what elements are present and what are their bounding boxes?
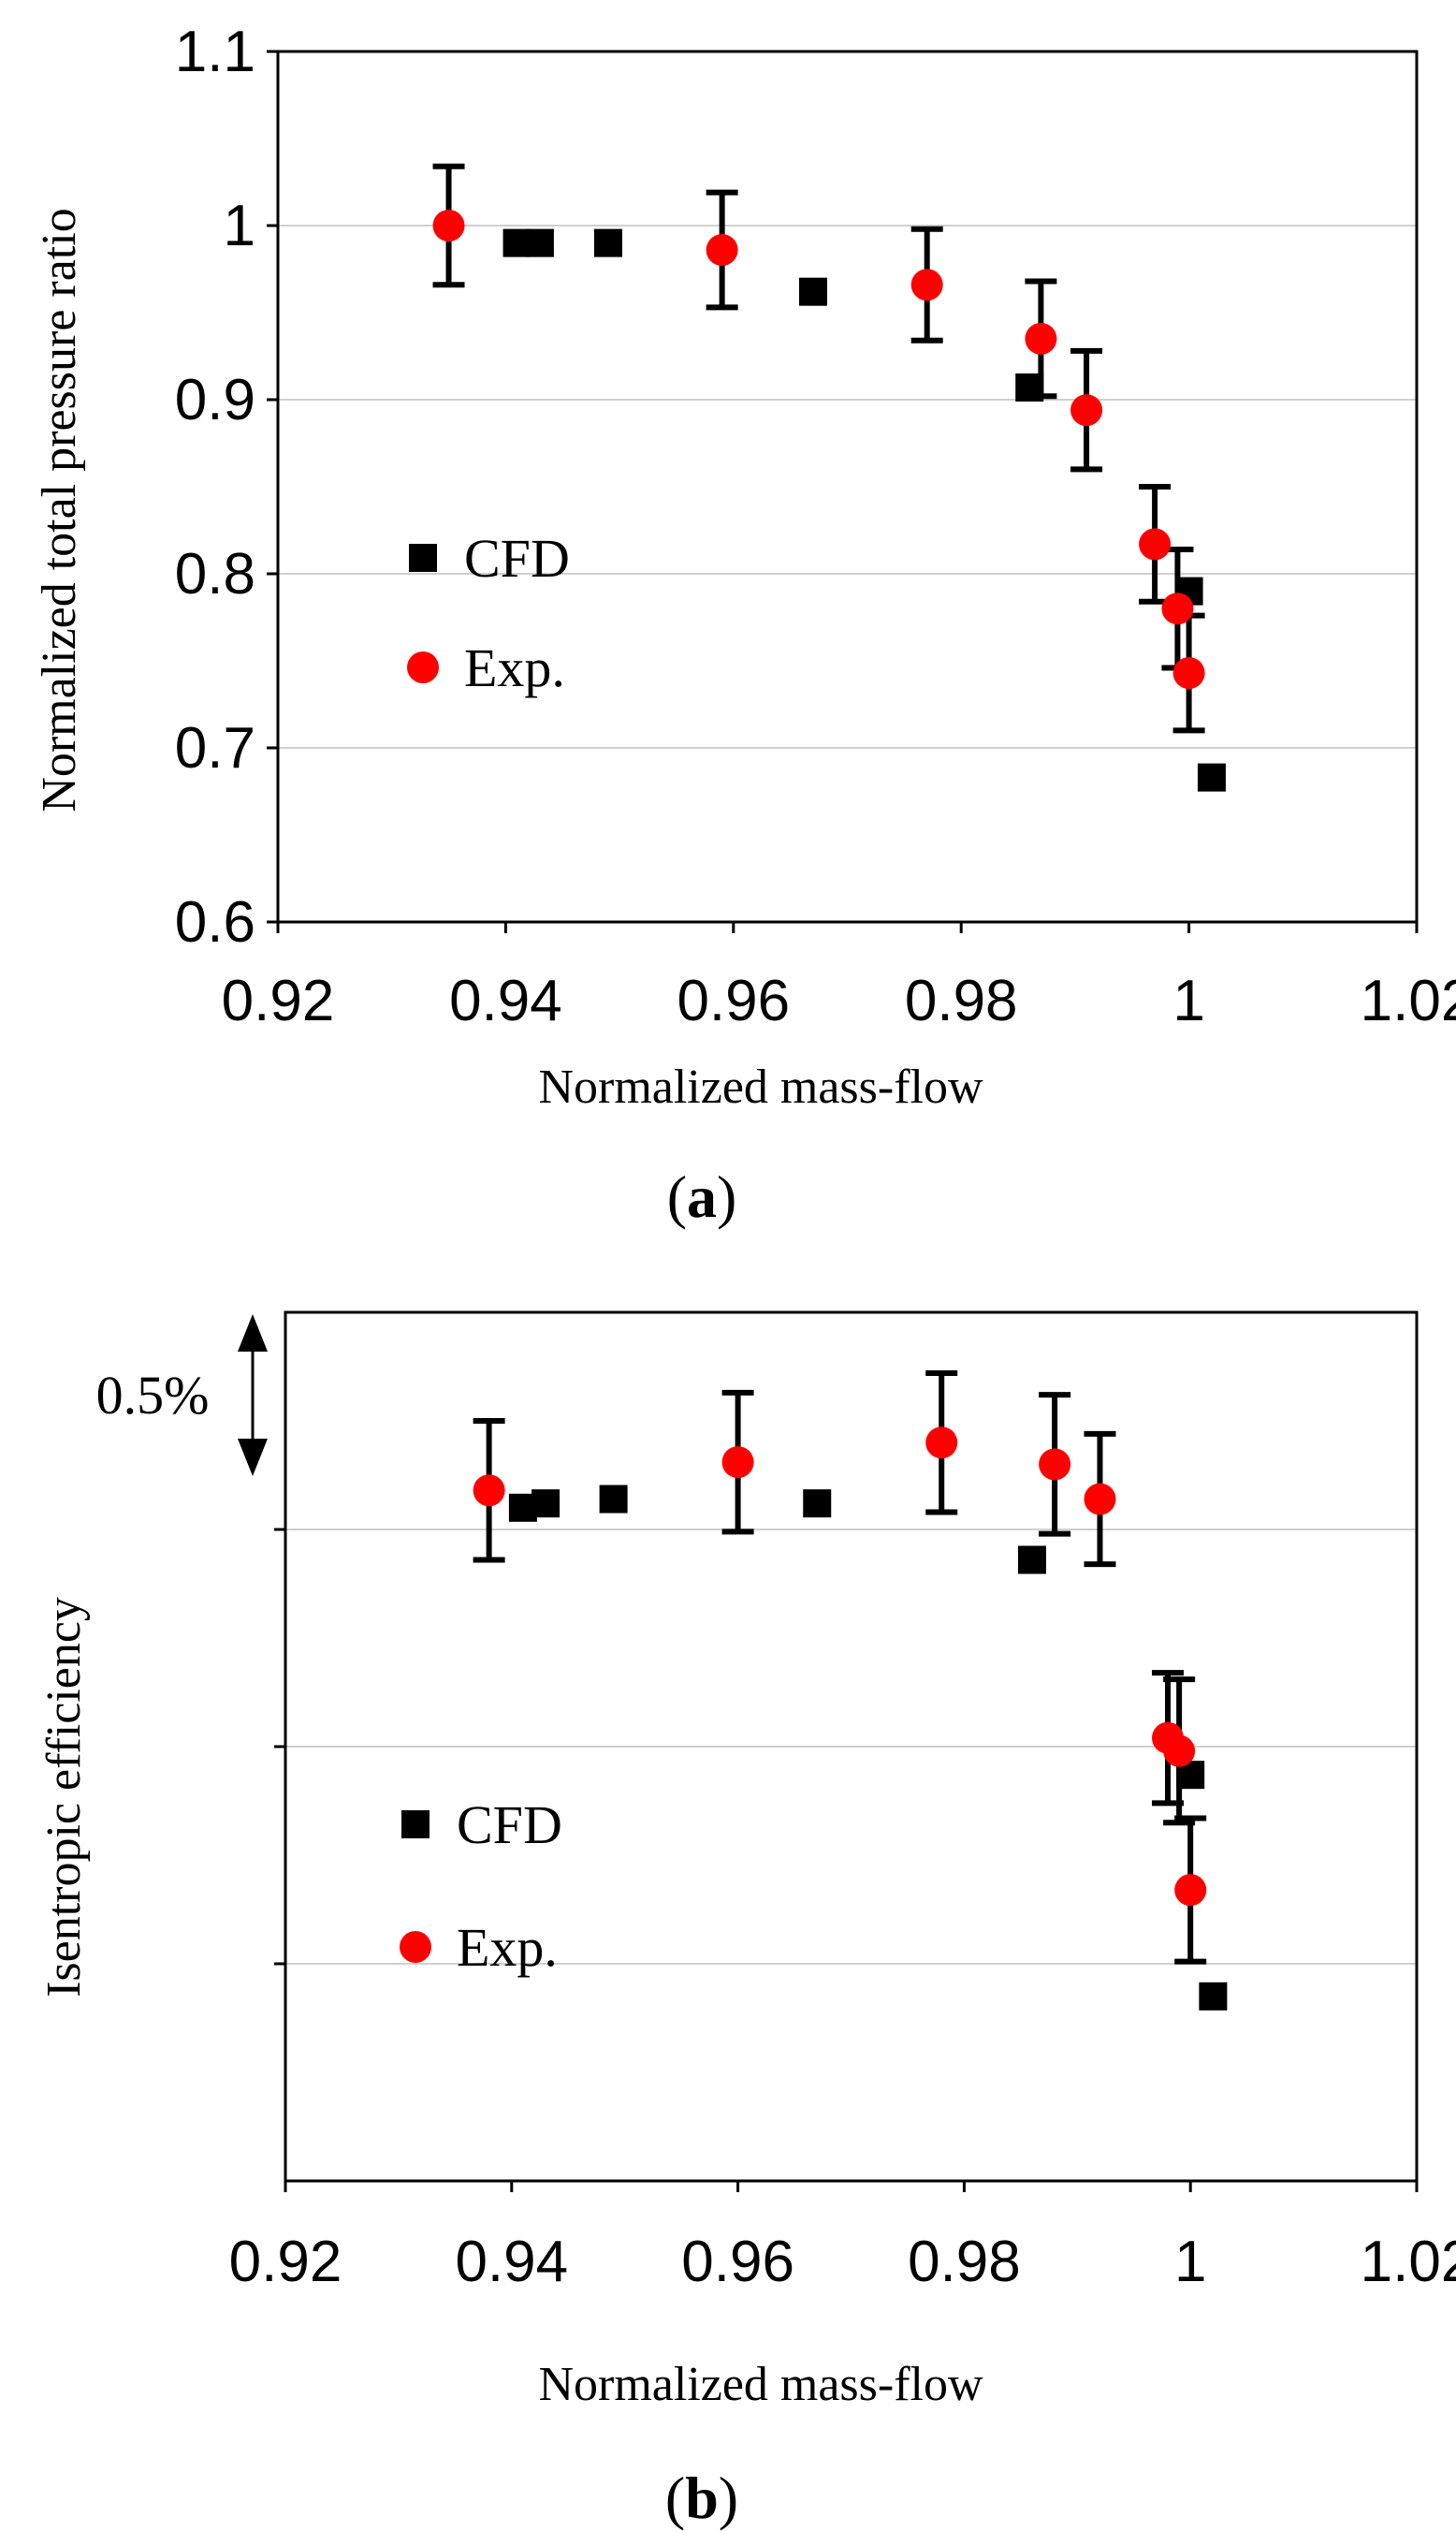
chart-a-ytick-label: 0.7 bbox=[175, 716, 255, 781]
chart-a-exp-point bbox=[910, 269, 943, 301]
chart-a-exp-point bbox=[432, 210, 465, 241]
chart-b-xlabel: Normalized mass-flow bbox=[538, 2358, 983, 2411]
chart-b-scale-arrow-down-icon bbox=[238, 1439, 268, 1476]
chart-a-exp-point bbox=[1172, 657, 1205, 690]
chart-a-plot-frame bbox=[276, 50, 1419, 924]
chart-panel-a: Normalized mass-flow Normalized total pr… bbox=[33, 20, 1456, 1230]
chart-b-cfd-point bbox=[1017, 1545, 1046, 1574]
chart-b-xtick-label: 0.96 bbox=[681, 2230, 794, 2294]
chart-b-legend-exp-label: Exp. bbox=[457, 1917, 558, 1978]
chart-a-xtick-label: 0.98 bbox=[905, 969, 1018, 1033]
chart-a-exp-point bbox=[1070, 394, 1103, 427]
chart-b-exp-point bbox=[1084, 1483, 1116, 1515]
chart-b-ylabel: Isentropic efficiency bbox=[37, 1597, 91, 1997]
chart-b-cfd-point bbox=[599, 1485, 628, 1514]
chart-a-exp-point bbox=[1139, 528, 1172, 561]
chart-b-legend-cfd-label: CFD bbox=[457, 1794, 562, 1855]
chart-a-xtick-label: 0.94 bbox=[449, 969, 562, 1033]
chart-a-exp-point bbox=[706, 234, 738, 267]
chart-b-exp-point bbox=[473, 1474, 505, 1507]
chart-a-xtick-label: 1.02 bbox=[1361, 969, 1456, 1033]
chart-a-exp-point bbox=[1161, 593, 1194, 625]
chart-b-cfd-point bbox=[531, 1489, 561, 1518]
chart-b-exp-point bbox=[1039, 1448, 1071, 1481]
chart-b-scale-label: 0.5% bbox=[96, 1365, 210, 1426]
chart-b-exp-point bbox=[925, 1426, 958, 1459]
chart-a-ytick-label: 1 bbox=[224, 194, 255, 258]
chart-b-cfd-point bbox=[803, 1489, 832, 1518]
chart-b-legend-exp-marker bbox=[400, 1931, 431, 1963]
chart-b-exp-point bbox=[721, 1446, 754, 1479]
chart-b-cfd-point bbox=[1199, 1982, 1228, 2011]
chart-b-caption: (b) bbox=[665, 2465, 738, 2531]
chart-b-scale-arrow-up-icon bbox=[238, 1314, 268, 1352]
chart-b-exp-point bbox=[1163, 1734, 1196, 1767]
chart-b-xtick-label: 1.02 bbox=[1361, 2230, 1456, 2294]
chart-b-xtick-label: 0.98 bbox=[908, 2230, 1021, 2294]
chart-a-cfd-point bbox=[798, 277, 827, 306]
chart-a-cfd-point bbox=[593, 228, 622, 257]
chart-a-legend-exp-label: Exp. bbox=[464, 637, 565, 698]
chart-a-exp-point bbox=[1025, 322, 1057, 355]
chart-b-xtick-label: 1 bbox=[1174, 2230, 1206, 2294]
chart-a-ytick-label: 0.6 bbox=[175, 890, 255, 955]
chart-a-xlabel: Normalized mass-flow bbox=[538, 1061, 983, 1114]
chart-a-cfd-point bbox=[525, 228, 554, 257]
chart-a-legend-exp-marker bbox=[407, 651, 439, 683]
chart-panel-b: Normalized mass-flow Isentropic efficien… bbox=[37, 1310, 1456, 2531]
chart-a-ytick-label: 0.9 bbox=[175, 368, 255, 432]
chart-b-xtick-label: 0.92 bbox=[229, 2230, 342, 2294]
chart-b-exp-point bbox=[1174, 1874, 1207, 1907]
chart-b-legend-cfd-marker bbox=[401, 1810, 430, 1838]
chart-a-cfd-point bbox=[1197, 763, 1226, 792]
chart-a-ylabel: Normalized total pressure ratio bbox=[33, 208, 86, 812]
chart-b-xtick-label: 0.94 bbox=[455, 2230, 568, 2294]
chart-a-ytick-label: 1.1 bbox=[175, 20, 255, 84]
chart-a-xtick-label: 0.96 bbox=[677, 969, 790, 1033]
chart-a-caption: (a) bbox=[667, 1163, 737, 1230]
chart-a-xtick-label: 1 bbox=[1172, 969, 1204, 1033]
chart-a-ytick-label: 0.8 bbox=[175, 542, 255, 607]
chart-a-xtick-label: 0.92 bbox=[222, 969, 335, 1033]
chart-a-legend-cfd-marker bbox=[409, 544, 437, 572]
chart-a-legend-cfd-label: CFD bbox=[464, 528, 570, 589]
